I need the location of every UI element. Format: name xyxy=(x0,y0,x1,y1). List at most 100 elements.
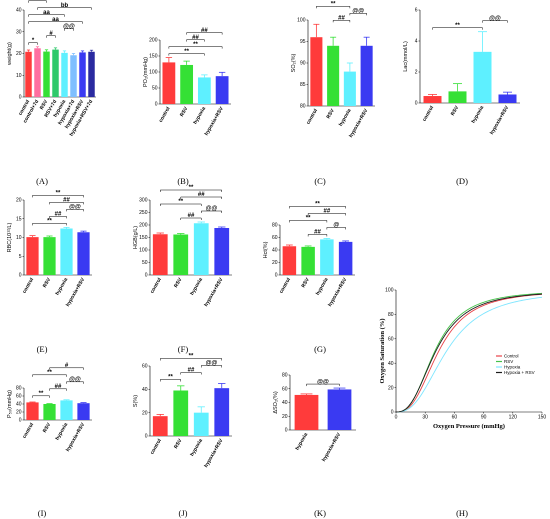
significance-bracket: ** xyxy=(160,199,202,206)
panel-label-D: (D) xyxy=(456,176,468,186)
y-tick-label: 20 xyxy=(16,198,22,204)
bar-A-hypoxia-plus-RSV xyxy=(79,52,86,97)
y-tick-label: 100 xyxy=(149,70,158,76)
y-tick-label: 20 xyxy=(16,410,22,416)
y-axis-label: RBC(10¹²/L) xyxy=(7,223,13,253)
significance-bracket: ** xyxy=(432,23,483,30)
y-tick-label: 80 xyxy=(272,223,278,229)
significance-bracket: aa xyxy=(28,10,65,17)
x-tick-label: 30 xyxy=(422,415,428,421)
y-tick-label: 80 xyxy=(16,386,22,392)
bar-A-control-plus-7d xyxy=(34,48,41,97)
significance-bracket: ** xyxy=(316,2,351,9)
y-tick-label: 15 xyxy=(16,216,22,222)
significance-label: @@ xyxy=(69,377,81,383)
significance-label: @ xyxy=(333,223,339,229)
bar-G-hypoxia xyxy=(320,239,334,275)
significance-label: ** xyxy=(331,2,336,8)
y-tick-label: 80 xyxy=(282,373,288,379)
significance-bracket: @@ xyxy=(349,9,367,16)
panel-label-C: (C) xyxy=(314,176,326,186)
y-tick-label: 20 xyxy=(16,51,22,57)
y-axis-label: ΔSO₂(%) xyxy=(273,391,279,413)
significance-label: ** xyxy=(455,23,460,29)
bar-D-RSV xyxy=(448,91,467,103)
bar-D-control xyxy=(423,96,442,103)
bar-A-hypoxia-plus-7d xyxy=(70,55,77,97)
significance-label: # xyxy=(65,363,69,369)
significance-bracket: ** xyxy=(160,375,181,382)
significance-label: ** xyxy=(56,191,61,197)
significance-label: ## xyxy=(324,209,331,215)
y-tick-label: 200 xyxy=(139,223,148,229)
bar-C-hypoxia xyxy=(343,71,356,106)
significance-label: ## xyxy=(188,213,195,219)
category-label: hypoxia+RSV xyxy=(327,276,349,307)
y-tick-label: 0 xyxy=(155,102,158,108)
bar-C-hypoxia-plus-RSV xyxy=(360,45,373,106)
significance-bracket: aa xyxy=(28,0,47,3)
bar-K-hypoxia xyxy=(294,394,319,430)
significance-bracket: ## xyxy=(49,212,67,219)
y-tick-label: 50 xyxy=(142,260,148,266)
significance-label: ## xyxy=(201,28,208,34)
y-tick-label: 6 xyxy=(415,8,418,14)
y-tick-label: 200 xyxy=(149,38,158,44)
significance-label: ** xyxy=(189,354,194,360)
category-label: control xyxy=(22,421,36,439)
significance-label: ** xyxy=(178,199,183,205)
category-label: hypoxia xyxy=(55,277,70,297)
significance-label: ** xyxy=(193,42,198,48)
bar-G-hypoxia-plus-RSV xyxy=(338,241,353,275)
category-label: hypoxia+RSV xyxy=(204,105,226,136)
bar-C-control xyxy=(310,37,323,107)
y-tick-label: 20 xyxy=(388,385,394,391)
significance-label: @@ xyxy=(69,205,81,211)
category-label: hypoxia xyxy=(471,105,486,125)
significance-label: ** xyxy=(189,185,194,191)
y-tick-label: 20 xyxy=(272,260,278,266)
y-tick-label: 0 xyxy=(415,101,418,107)
y-tick-label: 250 xyxy=(139,210,148,216)
significance-label: ** xyxy=(47,219,52,225)
bar-panels: 010203040weight(g)controlcontrol+7dRSVRS… xyxy=(7,0,520,469)
bar-A-RSV xyxy=(43,51,50,97)
significance-label: ** xyxy=(315,202,320,208)
y-tick-label: 10 xyxy=(16,235,22,241)
y-tick-label: 0 xyxy=(19,95,22,101)
y-tick-label: 40 xyxy=(282,400,288,406)
y-tick-label: 5 xyxy=(19,254,22,260)
panel-label-E: (E) xyxy=(37,344,48,354)
panel-K-chart: 0 20 40 60 80 ΔSO₂(%) hypoxia hypoxia+RSV @@ xyxy=(273,373,356,463)
y-tick-label: 0 xyxy=(145,434,148,440)
panel-label-B: (B) xyxy=(177,176,189,186)
significance-label: ## xyxy=(188,368,195,374)
y-tick-label: 0 xyxy=(19,418,22,424)
significance-label: * xyxy=(32,38,35,44)
significance-bracket: @@ xyxy=(201,206,222,213)
y-axis-label: PO₂(mmHg) xyxy=(143,57,149,87)
significance-bracket: ## xyxy=(49,384,67,391)
category-label: control xyxy=(422,104,436,122)
bar-E-RSV xyxy=(43,237,56,275)
y-tick-label: 0 xyxy=(285,428,288,434)
significance-label: ## xyxy=(192,35,199,41)
category-label: hypoxia+RSV xyxy=(489,104,511,135)
panel-label-G: (G) xyxy=(314,344,326,354)
x-tick-label: 0 xyxy=(395,415,398,421)
x-tick-label: 150 xyxy=(538,415,547,421)
significance-label: ## xyxy=(338,16,345,22)
x-tick-label: 90 xyxy=(481,415,487,421)
y-tick-label: 40 xyxy=(16,8,22,14)
y-axis-label: Lac(mmol/L) xyxy=(403,41,409,72)
y-tick-label: 60 xyxy=(282,386,288,392)
category-label: hypoxia xyxy=(189,438,204,458)
bar-J-hypoxia xyxy=(193,412,209,436)
significance-bracket: ** xyxy=(168,49,205,56)
y-tick-label: 30 xyxy=(16,29,22,35)
significance-bracket: ** xyxy=(160,185,222,192)
bar-B-hypoxia xyxy=(197,77,211,104)
significance-bracket: ** xyxy=(289,216,328,223)
bar-D-hypoxia-plus-RSV xyxy=(498,94,517,103)
significance-label: ** xyxy=(47,370,52,376)
